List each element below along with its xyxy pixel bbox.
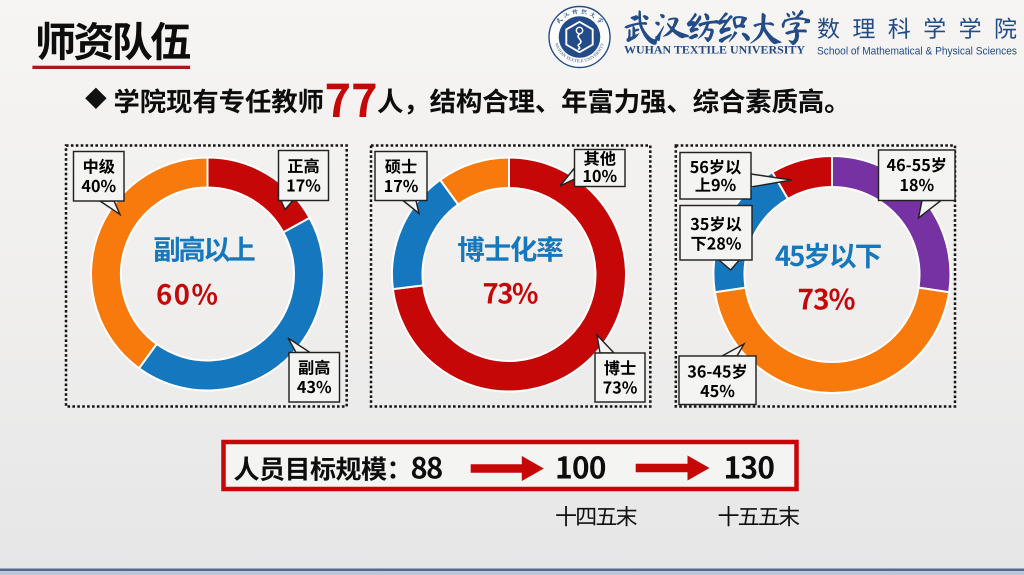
svg-text:School of Mathematical & Physi: School of Mathematical & Physical Scienc… (817, 46, 1017, 58)
svg-text:WUHAN TEXTILE UNIVERSITY: WUHAN TEXTILE UNIVERSITY (624, 45, 806, 57)
